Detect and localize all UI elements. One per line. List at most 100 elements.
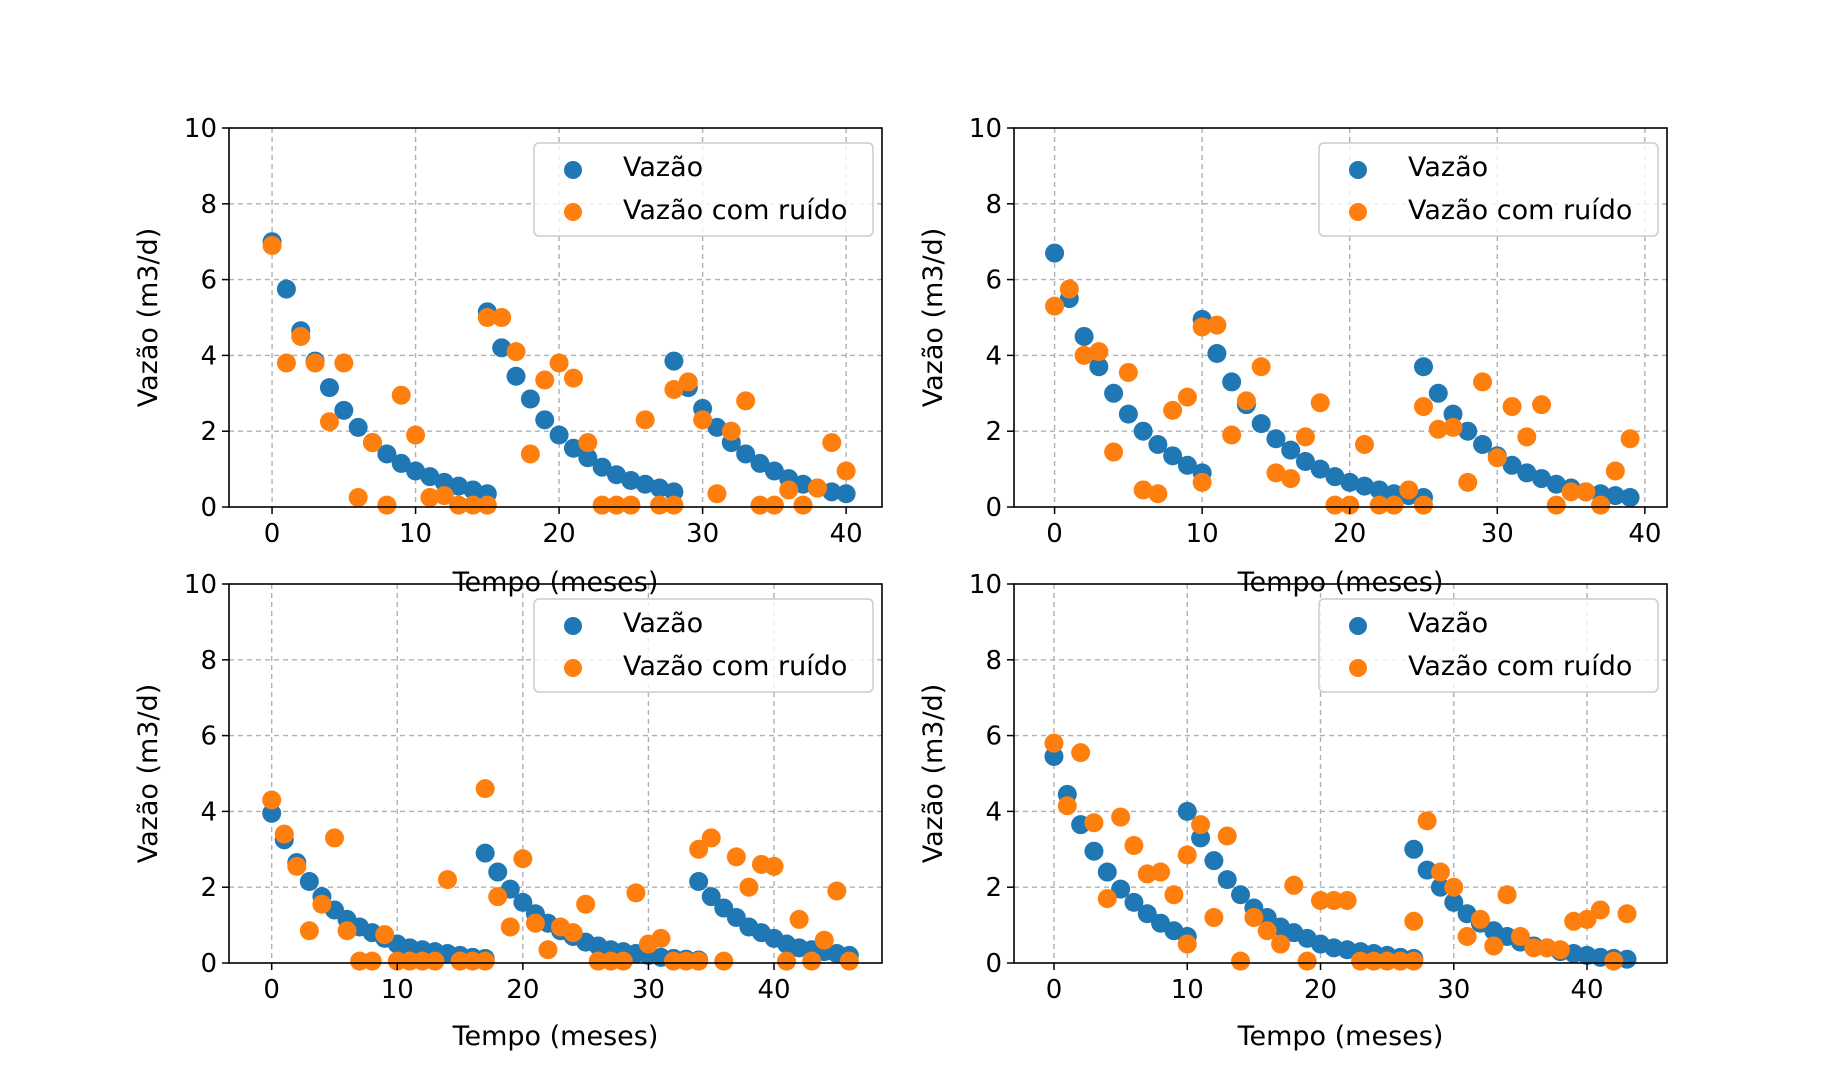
point-vazao-com-ruido: [1148, 484, 1168, 504]
point-vazao-com-ruido: [606, 495, 626, 515]
point-vazao: [621, 470, 641, 490]
legend-marker-vazao-com-ruido: [1349, 203, 1367, 221]
y-tick-label: 8: [200, 190, 217, 220]
point-vazao-com-ruido: [1577, 909, 1597, 929]
point-vazao-com-ruido: [1311, 890, 1331, 910]
point-vazao: [1340, 472, 1360, 492]
scatter-points: [1044, 733, 1637, 971]
point-vazao-com-ruido: [1244, 908, 1264, 928]
point-vazao-com-ruido: [425, 951, 445, 971]
legend-label-vazao-com-ruido: Vazão com ruído: [623, 195, 847, 226]
point-vazao-com-ruido: [714, 951, 734, 971]
point-vazao-com-ruido: [1576, 482, 1596, 502]
point-vazao-com-ruido: [1414, 495, 1434, 515]
point-vazao-com-ruido: [1502, 397, 1522, 417]
x-tick-label: 40: [1628, 519, 1661, 549]
point-vazao-com-ruido: [635, 410, 655, 430]
point-vazao-com-ruido: [1133, 480, 1153, 500]
point-vazao-com-ruido: [650, 495, 670, 515]
point-vazao: [1148, 434, 1168, 454]
point-vazao-com-ruido: [721, 421, 741, 441]
point-vazao: [492, 338, 512, 358]
point-vazao: [1191, 828, 1211, 848]
point-vazao-com-ruido: [1257, 921, 1277, 941]
subplot-bottom-right: 0 10 20 30 40 0 2 4 6 8 10 Tempo (meses) Vazão (m3…: [918, 570, 1668, 1052]
point-vazao-com-ruido: [701, 828, 721, 848]
x-tick-label: 20: [506, 975, 539, 1005]
point-vazao-com-ruido: [626, 883, 646, 903]
subplot-top-left: 0 10 20 30 40 0 2 4 6 8 10 Tempo (meses) Vazão (m3…: [133, 114, 883, 598]
point-vazao-com-ruido: [274, 824, 294, 844]
subplot-bottom-left: 0 10 20 30 40 0 2 4 6 8 10 Tempo (meses) Vazão (m3…: [133, 570, 883, 1052]
point-vazao: [377, 444, 397, 464]
point-vazao: [736, 444, 756, 464]
point-vazao: [635, 474, 655, 494]
point-vazao: [1310, 459, 1330, 479]
point-vazao-com-ruido: [475, 951, 495, 971]
point-vazao-com-ruido: [827, 881, 847, 901]
point-vazao: [1428, 383, 1448, 403]
point-vazao-com-ruido: [1591, 495, 1611, 515]
point-vazao: [793, 474, 813, 494]
point-vazao-com-ruido: [434, 486, 454, 506]
point-vazao: [334, 400, 354, 420]
point-vazao-com-ruido: [1222, 425, 1242, 445]
y-tick-label: 0: [200, 949, 217, 979]
point-vazao-com-ruido: [1605, 461, 1625, 481]
point-vazao-com-ruido: [492, 308, 512, 327]
point-vazao: [1084, 841, 1104, 861]
point-vazao-com-ruido: [449, 495, 469, 515]
y-axis-label: Vazão (m3/d): [133, 228, 164, 408]
point-vazao: [406, 461, 426, 481]
point-vazao: [1045, 243, 1065, 263]
x-tick-label: 0: [1046, 975, 1063, 1005]
point-vazao-com-ruido: [789, 909, 809, 929]
legend-box: [1318, 598, 1659, 693]
point-vazao: [1097, 862, 1117, 882]
legend-box: [1318, 142, 1659, 237]
point-vazao: [1124, 892, 1144, 912]
legend-label-vazao-com-ruido: Vazão com ruído: [1408, 195, 1632, 226]
point-vazao: [1163, 446, 1183, 466]
axis-ticks: 0 10 20 30 40 0 2 4 6 8 10: [969, 570, 1604, 1005]
point-vazao: [664, 482, 684, 502]
x-tick-label: 20: [543, 519, 576, 549]
x-tick-label: 10: [1186, 519, 1219, 549]
legend-marker-vazao: [564, 161, 582, 179]
point-vazao-com-ruido: [1484, 936, 1504, 956]
point-vazao-com-ruido: [822, 433, 842, 453]
point-vazao: [391, 453, 411, 473]
point-vazao: [650, 478, 670, 498]
point-vazao-com-ruido: [1045, 296, 1065, 316]
point-vazao-com-ruido: [1236, 391, 1256, 411]
point-vazao: [750, 453, 770, 473]
point-vazao-com-ruido: [1417, 811, 1437, 831]
y-tick-label: 10: [184, 570, 217, 600]
point-vazao-com-ruido: [1430, 862, 1450, 882]
point-vazao: [1414, 357, 1434, 377]
point-vazao-com-ruido: [1404, 951, 1424, 971]
point-vazao-com-ruido: [1111, 807, 1131, 827]
point-vazao: [348, 417, 368, 437]
point-vazao-com-ruido: [377, 495, 397, 515]
point-vazao-com-ruido: [707, 484, 727, 504]
point-vazao-com-ruido: [348, 488, 368, 508]
point-vazao: [449, 476, 469, 496]
y-tick-label: 10: [969, 114, 1002, 144]
point-vazao-com-ruido: [563, 368, 583, 388]
point-vazao: [276, 279, 296, 299]
point-vazao-com-ruido: [1414, 397, 1434, 417]
point-vazao: [1222, 372, 1242, 392]
point-vazao: [1074, 326, 1094, 346]
point-vazao-com-ruido: [262, 790, 282, 810]
point-vazao-com-ruido: [477, 495, 497, 515]
point-vazao-com-ruido: [305, 353, 325, 373]
point-vazao: [664, 351, 684, 371]
point-vazao-com-ruido: [1443, 417, 1463, 437]
point-vazao-com-ruido: [1377, 951, 1397, 971]
point-vazao-com-ruido: [1364, 951, 1384, 971]
point-vazao-com-ruido: [291, 326, 311, 346]
point-vazao: [1517, 463, 1537, 483]
point-vazao-com-ruido: [420, 488, 440, 508]
point-vazao-com-ruido: [1104, 442, 1124, 462]
